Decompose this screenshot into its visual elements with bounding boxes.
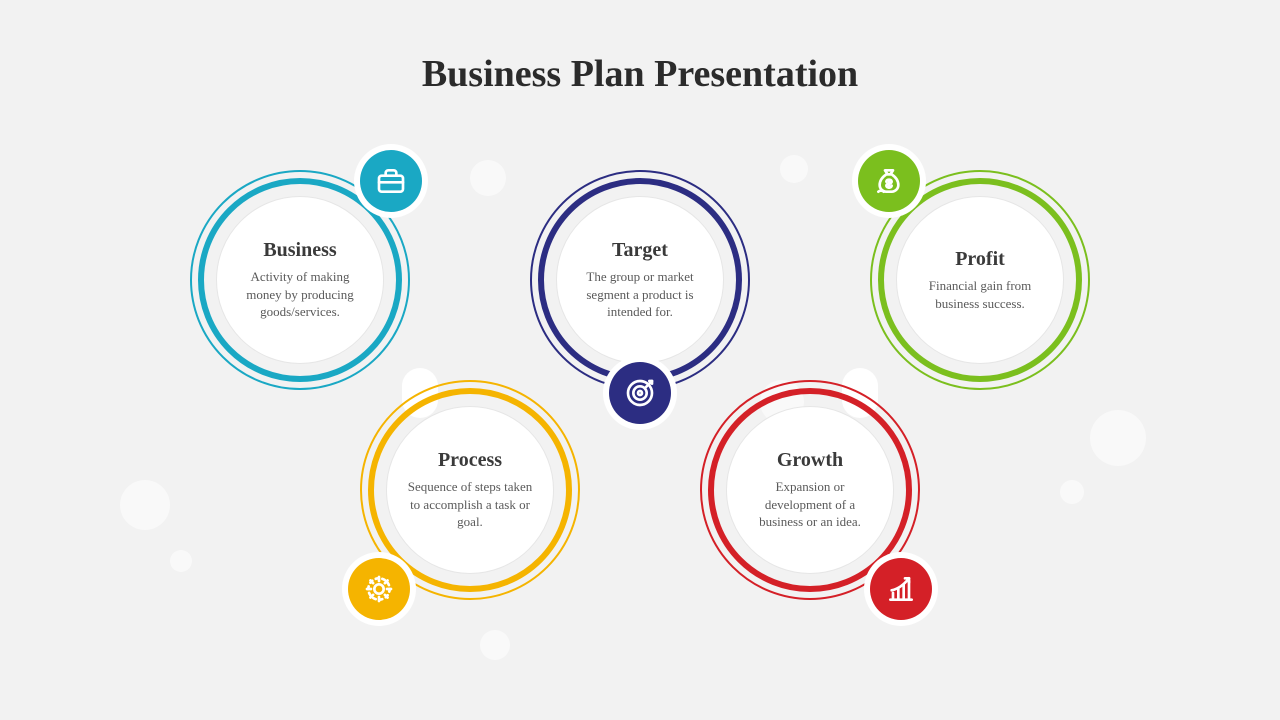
bg-bubble — [1060, 480, 1084, 504]
node-title: Process — [438, 449, 502, 472]
bg-bubble — [120, 480, 170, 530]
node-title: Profit — [955, 248, 1005, 271]
bg-bubble — [780, 155, 808, 183]
bg-bubble — [480, 630, 510, 660]
node-title: Business — [263, 239, 336, 262]
ring-core: Business Activity of making money by pro… — [216, 196, 384, 364]
briefcase-icon — [360, 150, 422, 212]
page-title: Business Plan Presentation — [0, 52, 1280, 96]
ring-core: Profit Financial gain from business succ… — [896, 196, 1064, 364]
node-growth: Growth Expansion or development of a bus… — [700, 380, 920, 600]
ring-core: Target The group or market segment a pro… — [556, 196, 724, 364]
node-desc: Sequence of steps taken to accomplish a … — [405, 478, 535, 531]
node-desc: Activity of making money by producing go… — [235, 268, 365, 321]
bg-bubble — [470, 160, 506, 196]
node-desc: Expansion or development of a business o… — [745, 478, 875, 531]
node-target: Target The group or market segment a pro… — [530, 170, 750, 390]
moneybag-icon — [858, 150, 920, 212]
node-process: Process Sequence of steps taken to accom… — [360, 380, 580, 600]
node-business: Business Activity of making money by pro… — [190, 170, 410, 390]
ring-core: Process Sequence of steps taken to accom… — [386, 406, 554, 574]
node-title: Target — [612, 239, 668, 262]
bg-bubble — [170, 550, 192, 572]
node-profit: Profit Financial gain from business succ… — [870, 170, 1090, 390]
diagram-stage: Business Activity of making money by pro… — [0, 150, 1280, 670]
node-desc: The group or market segment a product is… — [575, 268, 705, 321]
growth-icon — [870, 558, 932, 620]
ring-core: Growth Expansion or development of a bus… — [726, 406, 894, 574]
bg-bubble — [1090, 410, 1146, 466]
target-icon — [609, 362, 671, 424]
node-title: Growth — [777, 449, 843, 472]
gear-icon — [348, 558, 410, 620]
node-desc: Financial gain from business success. — [915, 277, 1045, 312]
